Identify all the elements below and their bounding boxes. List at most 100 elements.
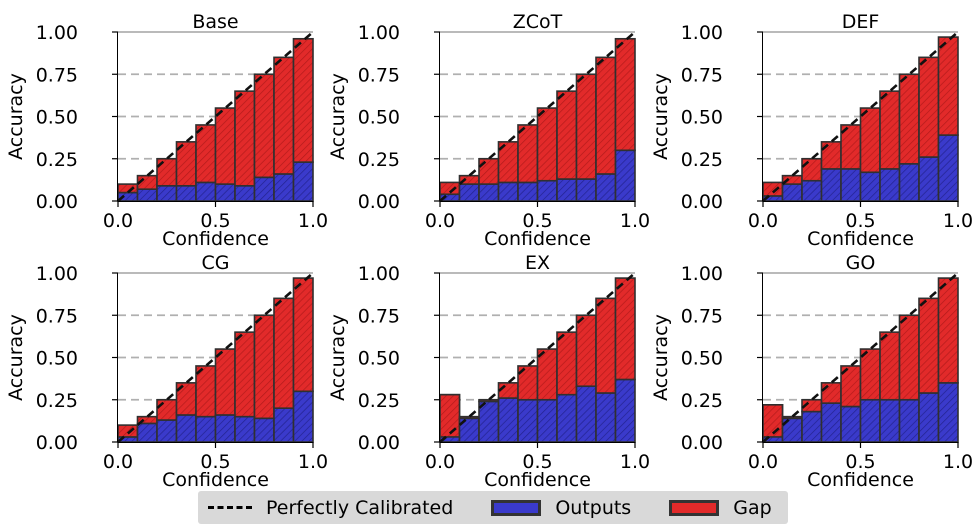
gap-bar: [556, 90, 578, 180]
y-tick-label: 1.00: [358, 22, 400, 44]
panel-base: Base 0.00 0.25 0.50 0.75 1.00 0.0 0.5 1.0 Confide…: [5, 11, 328, 250]
legend-label-perfect: Perfectly Calibrated: [266, 496, 454, 519]
y-axis-label: Accuracy: [650, 73, 672, 160]
outputs-bar: [195, 181, 217, 202]
y-tick-label: 0.25: [36, 390, 78, 412]
gap-bar: [918, 56, 940, 158]
x-axis-label: Confidence: [484, 469, 591, 491]
gap-bar: [478, 157, 500, 185]
outputs-bar: [234, 184, 256, 202]
outputs-bar: [458, 183, 480, 202]
y-tick-label: 0.25: [681, 390, 723, 412]
outputs-bar: [575, 385, 597, 443]
perfect-calibration-line: [439, 31, 636, 202]
x-tick-label: 0.5: [200, 451, 230, 473]
outputs-bar: [937, 134, 959, 202]
gap-bar: [898, 314, 920, 401]
panel-title: GO: [846, 252, 876, 274]
x-tick-label: 0.0: [103, 451, 133, 473]
gap-bar: [439, 393, 461, 438]
gap-bar: [253, 73, 275, 179]
y-tick-label: 1.00: [36, 263, 78, 285]
x-axis-label: Confidence: [162, 228, 269, 250]
y-tick-label: 1.00: [36, 22, 78, 44]
y-tick-label: 0.75: [36, 305, 78, 327]
outputs-bar: [156, 419, 178, 443]
outputs-bar: [595, 173, 617, 202]
x-tick-label: 1.0: [620, 210, 650, 232]
gap-bar: [234, 90, 256, 187]
y-tick-label: 0.00: [36, 432, 78, 454]
x-tick-label: 0.5: [522, 210, 552, 232]
legend-item-outputs: Outputs: [491, 497, 631, 519]
gap-bar: [478, 398, 500, 403]
gap-bar: [595, 297, 617, 394]
outputs-bar: [898, 163, 920, 202]
legend-swatch-gap: [669, 499, 720, 516]
y-axis-label: Accuracy: [327, 314, 349, 401]
gap-bar: [156, 398, 178, 421]
legend-label-outputs: Outputs: [555, 496, 632, 519]
panel-ex: EX 0.00 0.25 0.50 0.75 1.00 0.0 0.5 1.0 Confidenc…: [327, 252, 650, 491]
x-tick-label: 0.0: [425, 451, 455, 473]
y-tick-label: 1.00: [681, 263, 723, 285]
x-tick-label: 1.0: [620, 451, 650, 473]
y-tick-label: 0.75: [358, 64, 400, 86]
outputs-bar: [556, 178, 578, 202]
panel-zcot: ZCoT 0.00 0.25 0.50 0.75 1.00 0.0 0.5 1.0 Confide…: [327, 11, 650, 250]
y-tick-label: 0.50: [358, 348, 400, 370]
panel-title: ZCoT: [513, 11, 563, 33]
panel-title: CG: [202, 252, 230, 274]
gap-bar: [820, 141, 842, 170]
outputs-bar: [879, 168, 901, 202]
y-tick-label: 0.75: [358, 305, 400, 327]
gap-bar: [292, 37, 314, 163]
gap-bar: [273, 56, 295, 175]
x-tick-label: 1.0: [298, 210, 328, 232]
y-tick-label: 0.75: [681, 305, 723, 327]
outputs-bar: [478, 183, 500, 202]
outputs-bar: [136, 188, 158, 202]
y-tick-label: 0.25: [358, 390, 400, 412]
outputs-bar: [497, 181, 519, 202]
x-axis-label: Confidence: [807, 228, 914, 250]
x-axis-label: Confidence: [807, 469, 914, 491]
outputs-bar: [575, 178, 597, 202]
outputs-bar: [292, 390, 314, 443]
legend-label-gap: Gap: [733, 496, 772, 519]
gap-bar: [595, 56, 617, 175]
x-tick-label: 0.0: [748, 451, 778, 473]
x-tick-label: 0.0: [425, 210, 455, 232]
perfect-calibration-line: [439, 272, 636, 443]
y-tick-label: 0.75: [681, 64, 723, 86]
outputs-bar: [156, 184, 178, 202]
outputs-bar: [273, 407, 295, 443]
panel-go: GO 0.00 0.25 0.50 0.75 1.00 0.0 0.5 1.0 Confidenc…: [650, 252, 973, 491]
outputs-bar: [898, 398, 920, 443]
x-tick-label: 0.0: [748, 210, 778, 232]
gap-bar: [214, 107, 236, 185]
panel-title: DEF: [842, 11, 880, 33]
legend-item-gap: Gap: [669, 496, 772, 519]
outputs-bar: [918, 392, 940, 443]
outputs-bar: [801, 410, 823, 443]
y-tick-label: 0.25: [681, 149, 723, 171]
outputs-bar: [234, 415, 256, 443]
y-tick-label: 0.50: [681, 348, 723, 370]
x-tick-label: 1.0: [943, 451, 973, 473]
outputs-bar: [517, 398, 539, 443]
gap-bar: [820, 382, 842, 404]
y-tick-label: 0.50: [681, 107, 723, 129]
outputs-bar: [614, 378, 636, 443]
x-tick-label: 0.5: [200, 210, 230, 232]
y-tick-label: 0.00: [681, 432, 723, 454]
outputs-bar: [820, 168, 842, 202]
gap-bar: [517, 124, 539, 184]
gap-bar: [937, 277, 959, 384]
outputs-bar: [840, 405, 862, 443]
gap-bar: [234, 331, 256, 418]
gap-bar: [937, 36, 959, 136]
outputs-bar: [273, 173, 295, 202]
y-axis-label: Accuracy: [327, 73, 349, 160]
outputs-bar: [879, 398, 901, 443]
